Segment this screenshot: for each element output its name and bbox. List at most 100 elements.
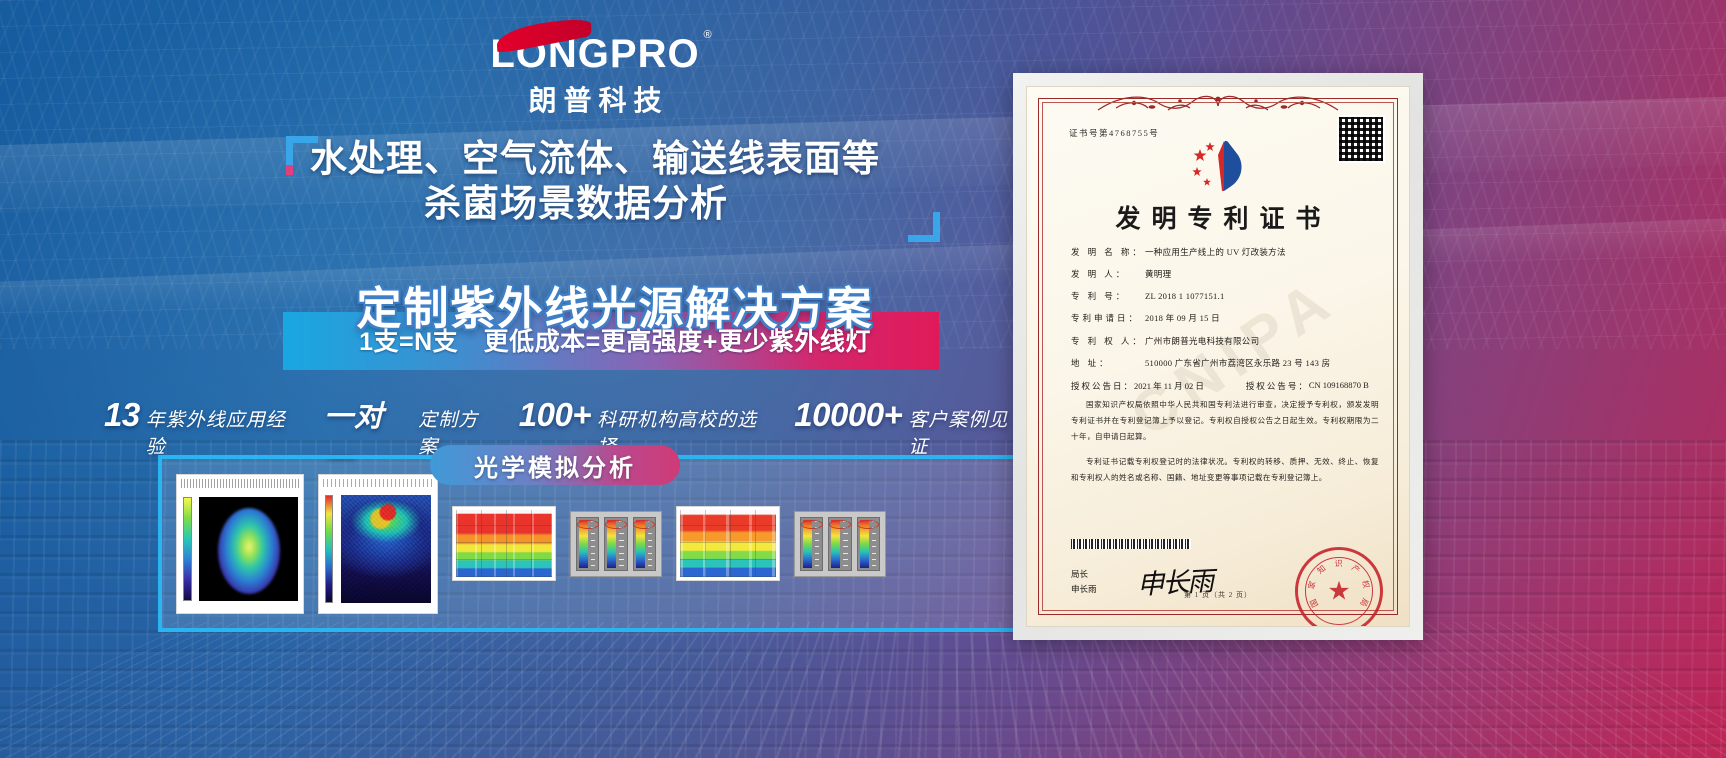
legend-column [800, 516, 824, 571]
official-seal-icon: ★ 国家知识产权局 [1295, 547, 1383, 626]
brand-wordmark: LONGPRO ® [490, 13, 712, 74]
colorbar-icon [579, 519, 588, 568]
legend-panel [800, 516, 824, 571]
subtitle-gradient-bar [283, 312, 939, 370]
ornament-icon [1097, 95, 1339, 111]
colorbar-icon [803, 519, 812, 568]
certificate-page-label: 第 1 页（共 2 页） [1184, 591, 1252, 599]
field-value: ZL 2018 1 1077151.1 [1145, 291, 1225, 302]
field-row: 专 利 号： ZL 2018 1 1077151.1 [1071, 291, 1381, 302]
highlight-ellipse-icon [857, 519, 880, 529]
qr-code-icon[interactable] [1337, 115, 1385, 163]
certificate-legal-text: 国家知识产权局依照中华人民共和国专利法进行审查，决定授予专利权，颁发发明专利证书… [1071, 397, 1379, 495]
legend-column [828, 516, 852, 571]
plot-area [199, 496, 298, 601]
field-value: 一种应用生产线上的 UV 灯改装方法 [1145, 247, 1286, 257]
legend-panel [828, 516, 852, 571]
plot-header-text [181, 478, 299, 488]
legend-group-a[interactable] [570, 510, 662, 577]
legend-panel [632, 516, 656, 571]
heatmap-gridlines [456, 510, 552, 577]
certificate-title: 发明专利证书 [1115, 206, 1332, 233]
field-row: 地 址： 510000 广东省广州市荔湾区永乐路 23 号 143 房 [1071, 358, 1381, 369]
field-value: 黄明理 [1145, 269, 1172, 280]
seal-inner-ring [1305, 557, 1373, 625]
field-key: 专 利 权 人： [1071, 335, 1144, 346]
director-label: 局长 [1071, 569, 1089, 579]
speckle-overlay [341, 494, 431, 603]
stat-label: 年紫外线应用经验 [145, 410, 286, 458]
simulation-thumbnail-row [176, 473, 1132, 614]
brand-name-cn: 朗普科技 [528, 85, 669, 116]
cnipa-emblem-icon [1192, 140, 1242, 191]
irradiance-blob [217, 507, 280, 594]
grant-date-value: 2021 年 11 月 02 日 [1134, 380, 1204, 391]
field-key: 发 明 名 称： [1071, 247, 1144, 257]
heatmap-field [456, 510, 552, 577]
stat-number: 100+ [518, 396, 592, 433]
field-row: 发 明 名 称： 一种应用生产线上的 UV 灯改装方法 [1071, 247, 1381, 258]
seal-text: 国家知识产权局 [1306, 559, 1372, 609]
legend-column [604, 516, 628, 571]
legend-column [576, 516, 600, 571]
grant-number-key: 授权公告号： [1245, 380, 1309, 391]
headline-block: 水处理、空气流体、输送线表面等 杀菌场景数据分析 [286, 136, 940, 242]
legend-group-b[interactable] [794, 510, 886, 577]
plot-area [341, 494, 431, 603]
director-block: 局长 申长雨 [1071, 567, 1097, 597]
grant-number-value: CN 109168870 B [1308, 379, 1369, 390]
patent-certificate: CNIPA [1026, 86, 1410, 627]
barcode-icon [1071, 539, 1191, 549]
field-row: 专 利 权 人： 广州市朗普光电科技有限公司 [1071, 336, 1381, 347]
colorbar-icon [183, 496, 192, 601]
highlight-ellipse-icon [800, 519, 823, 529]
legal-paragraph: 国家知识产权局依照中华人民共和国专利法进行审查，决定授予专利权，颁发发明专利证书… [1071, 400, 1379, 441]
grant-row: 授权公告日： 2021 年 11 月 02 日 授权公告号： CN 109168… [1071, 380, 1381, 392]
field-row: 专利申请日： 2018 年 09 月 15 日 [1071, 313, 1381, 324]
field-row: 发 明 人： 黄明理 [1071, 269, 1381, 280]
plot-header-text [323, 478, 433, 487]
irradiance-contour-plot[interactable] [176, 473, 304, 614]
heatmap-gridlines [680, 510, 776, 577]
grant-date-key: 授权公告日： [1071, 380, 1135, 391]
heatmap-field [680, 510, 776, 577]
highlight-ellipse-icon [604, 519, 627, 529]
patent-certificate-frame[interactable]: CNIPA [1013, 73, 1423, 640]
uniformity-field-a[interactable] [452, 506, 556, 581]
stat-number: 13 [104, 396, 140, 433]
headline-line-2: 杀菌场景数据分析 [424, 183, 728, 225]
legal-paragraph: 专利证书记载专利权登记时的法律状况。专利权的转移、质押、无效、终止、恢复和专利权… [1071, 456, 1379, 482]
certificate-number: 证书号第4768755号 [1069, 128, 1160, 138]
registered-trademark-icon: ® [703, 29, 713, 41]
bracket-bottom-right-icon [908, 212, 940, 242]
stat-label: 客户案例见证 [908, 410, 1009, 458]
speckle-jet-map[interactable] [318, 473, 438, 614]
colorbar-icon [325, 494, 333, 603]
legend-panel [604, 516, 628, 571]
field-value: 广州市朗普光电科技有限公司 [1145, 335, 1260, 346]
uniformity-field-b[interactable] [676, 506, 780, 581]
stat-item: 100+ 科研机构高校的选择 [519, 396, 773, 459]
legend-panel [576, 516, 600, 571]
director-name: 申长雨 [1071, 583, 1097, 594]
stats-row: 13 年紫外线应用经验 一对一 定制方案 100+ 科研机构高校的选择 1000… [104, 393, 1024, 477]
legend-column [632, 516, 656, 571]
field-value: 2018 年 09 月 15 日 [1145, 313, 1220, 324]
colorbar-icon [607, 519, 617, 568]
headline-line-1: 水处理、空气流体、输送线表面等 [310, 138, 880, 179]
colorbar-icon [831, 519, 841, 568]
main-title: 定制紫外线光源解决方案 [356, 283, 874, 334]
field-key: 专利申请日： [1071, 313, 1141, 324]
bracket-top-left-icon [286, 136, 318, 175]
highlight-ellipse-icon [828, 519, 851, 529]
stat-item: 10000+ 客户案例见证 [794, 396, 1024, 459]
seal-star-icon: ★ [1327, 575, 1351, 606]
legend-column [856, 516, 880, 571]
stat-item: 13 年紫外线应用经验 [104, 396, 302, 459]
stat-number: 10000+ [794, 396, 903, 433]
field-key: 专 利 号： [1071, 291, 1128, 302]
field-value: 510000 广东省广州市荔湾区永乐路 23 号 143 房 [1145, 357, 1331, 368]
field-key: 发 明 人： [1071, 269, 1128, 280]
